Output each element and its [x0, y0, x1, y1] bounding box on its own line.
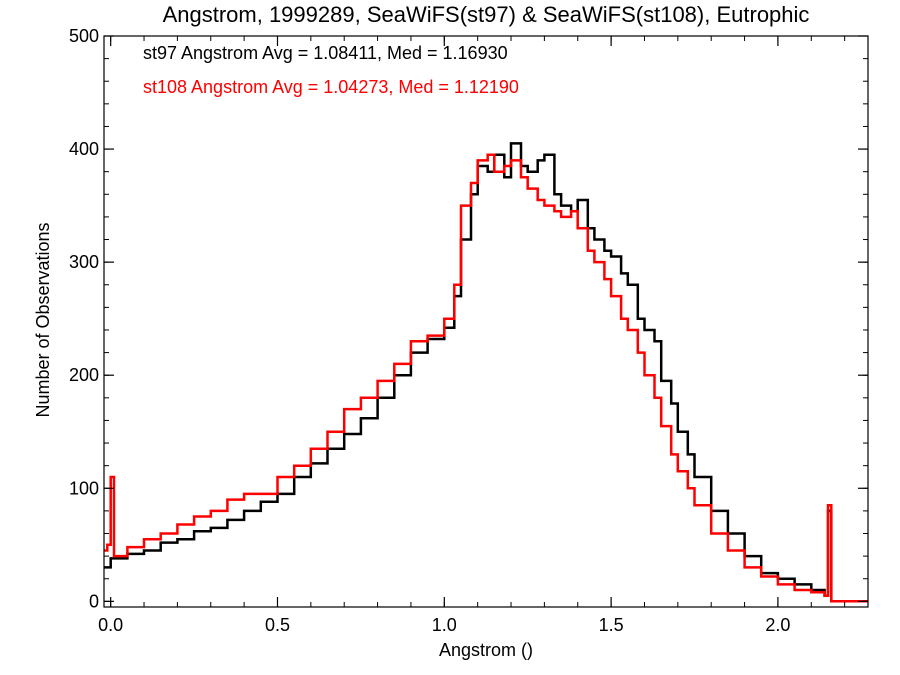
y-axis-label: Number of Observations: [33, 222, 53, 417]
y-tick-label: 0: [89, 591, 99, 611]
x-tick-label: 2.0: [765, 615, 790, 635]
y-tick-label: 200: [69, 365, 99, 385]
x-tick-label: 0.0: [98, 615, 123, 635]
st97-stats-annotation: st97 Angstrom Avg = 1.08411, Med = 1.169…: [143, 43, 508, 63]
y-tick-label: 100: [69, 478, 99, 498]
st97-series-line: [104, 142, 868, 603]
series-layer: [104, 142, 868, 603]
y-tick-label: 300: [69, 252, 99, 272]
chart-title: Angstrom, 1999289, SeaWiFS(st97) & SeaWi…: [163, 2, 810, 27]
y-tick-label: 400: [69, 139, 99, 159]
x-axis-label: Angstrom (): [439, 640, 533, 660]
x-tick-label: 0.5: [265, 615, 290, 635]
plot-frame: [103, 35, 869, 608]
st108-series-line: [104, 153, 868, 603]
st108-stats-annotation: st108 Angstrom Avg = 1.04273, Med = 1.12…: [143, 77, 519, 97]
y-tick-label: 500: [69, 26, 99, 46]
x-tick-label: 1.5: [599, 615, 624, 635]
axes-layer: 0.0 0.5 1.0 1.5 2.0 0 100 200 300 400 500: [69, 26, 869, 635]
x-tick-label: 1.0: [432, 615, 457, 635]
